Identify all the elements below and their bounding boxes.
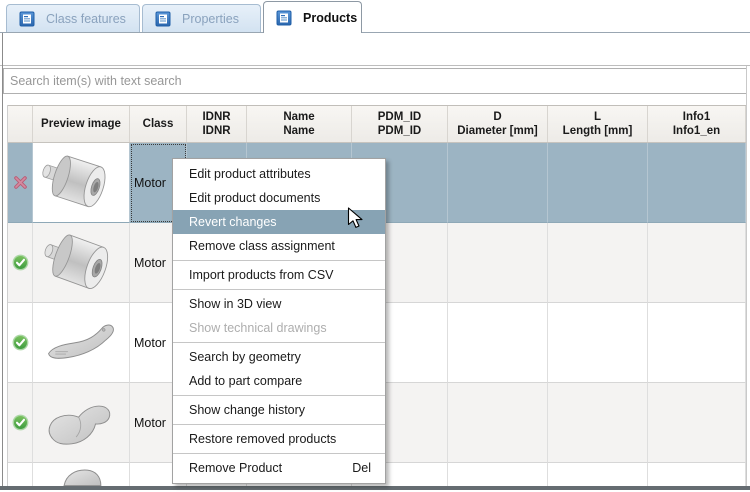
tab-label: Properties: [182, 12, 239, 26]
panel-border-bottom: [0, 486, 750, 490]
info1-cell[interactable]: [648, 463, 746, 486]
status-cell: [8, 143, 33, 223]
length-cell[interactable]: [548, 223, 648, 303]
menu-separator: [173, 260, 385, 261]
ok-check-icon: [12, 334, 28, 351]
menu-item-show-technical-drawings: Show technical drawings: [189, 321, 327, 335]
tab-label: Class features: [46, 12, 126, 26]
status-cell: [8, 463, 33, 486]
menu-item-import-products-from-csv[interactable]: Import products from CSV: [189, 268, 334, 282]
preview-cell[interactable]: [33, 463, 130, 486]
tab-products[interactable]: Products: [263, 1, 362, 33]
header-status[interactable]: [8, 106, 33, 142]
menu-item-search-by-geometry[interactable]: Search by geometry: [189, 350, 301, 364]
menu-separator: [173, 289, 385, 290]
ok-check-icon: [12, 414, 28, 431]
preview-cell[interactable]: [33, 223, 130, 303]
context-menu: Edit product attributes Edit product doc…: [172, 158, 386, 484]
length-cell[interactable]: [548, 463, 648, 486]
menu-separator: [173, 342, 385, 343]
menu-item-show-in-3d-view[interactable]: Show in 3D view: [189, 297, 282, 311]
menu-item-label: Remove Product: [189, 461, 283, 475]
header-class[interactable]: Class: [130, 106, 187, 142]
form-icon: [155, 11, 171, 27]
toolbar-border: [0, 65, 750, 66]
menu-separator: [173, 395, 385, 396]
length-cell[interactable]: [548, 383, 648, 463]
form-icon: [276, 10, 292, 25]
diameter-cell[interactable]: [448, 383, 548, 463]
status-cell: [8, 303, 33, 383]
mouse-cursor: [347, 207, 363, 228]
info1-cell[interactable]: [648, 383, 746, 463]
menu-item-show-change-history[interactable]: Show change history: [189, 403, 306, 417]
menu-item-remove-product[interactable]: Remove Product Del: [173, 456, 385, 480]
tab-label: Products: [303, 10, 358, 25]
panel-border-left: [2, 33, 3, 489]
length-cell[interactable]: [548, 303, 648, 383]
removed-x-icon: [13, 176, 27, 189]
header-diameter[interactable]: D Diameter [mm]: [448, 106, 548, 142]
menu-item-remove-class-assignment[interactable]: Remove class assignment: [189, 239, 335, 253]
preview-cell[interactable]: [33, 303, 130, 383]
diameter-cell[interactable]: [448, 463, 548, 486]
tab-class-features[interactable]: Class features: [6, 4, 140, 33]
info1-cell[interactable]: [648, 303, 746, 383]
table-header-row: Preview image Class IDNR IDNR Name Name PD…: [8, 105, 747, 143]
header-length[interactable]: L Length [mm]: [548, 106, 648, 142]
diameter-cell[interactable]: [448, 143, 548, 223]
product-preview-image: [48, 405, 111, 445]
header-idnr[interactable]: IDNR IDNR: [187, 106, 247, 142]
menu-separator: [173, 453, 385, 454]
ok-check-icon: [12, 254, 28, 271]
status-cell: [8, 383, 33, 463]
tabbar-border: [0, 32, 750, 33]
header-info1[interactable]: Info1 Info1_en: [648, 106, 746, 142]
panel-border-right: [746, 66, 747, 486]
info1-cell[interactable]: [648, 223, 746, 303]
product-preview-image: [44, 234, 109, 289]
header-name[interactable]: Name Name: [247, 106, 352, 142]
length-cell[interactable]: [548, 143, 648, 223]
menu-separator: [173, 424, 385, 425]
menu-item-add-to-part-compare[interactable]: Add to part compare: [189, 374, 303, 388]
diameter-cell[interactable]: [448, 303, 548, 383]
header-pdm-id[interactable]: PDM_ID PDM_ID: [352, 106, 448, 142]
menu-item-edit-product-attributes[interactable]: Edit product attributes: [189, 167, 311, 181]
tab-properties[interactable]: Properties: [142, 4, 261, 33]
status-cell: [8, 223, 33, 303]
preview-cell[interactable]: [33, 143, 130, 223]
menu-item-edit-product-documents[interactable]: Edit product documents: [189, 191, 321, 205]
diameter-cell[interactable]: [448, 223, 548, 303]
menu-item-restore-removed-products[interactable]: Restore removed products: [189, 432, 337, 446]
header-preview-image[interactable]: Preview image: [33, 106, 130, 142]
search-input[interactable]: [3, 68, 747, 94]
product-preview-image: [48, 324, 114, 359]
preview-cell[interactable]: [33, 383, 130, 463]
product-preview-image: [42, 155, 106, 207]
product-preview-image: [63, 469, 102, 486]
menu-shortcut: Del: [352, 461, 371, 475]
toolbar: 1 2 3: [0, 33, 750, 94]
form-icon: [19, 11, 35, 27]
info1-cell[interactable]: [648, 143, 746, 223]
